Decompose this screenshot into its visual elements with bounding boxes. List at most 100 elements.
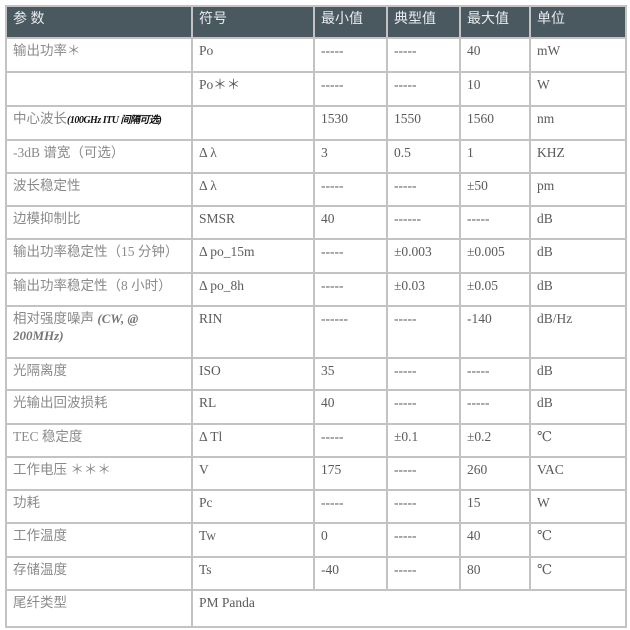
- cell-min: 40: [313, 205, 388, 240]
- cell-min: -----: [313, 37, 388, 73]
- cell-max: ±0.005: [459, 238, 531, 274]
- cell-max: 40: [459, 37, 531, 73]
- cell-symbol: V: [191, 456, 315, 491]
- cell-symbol: Po＊＊: [191, 71, 315, 107]
- cell-typ: -----: [386, 172, 461, 207]
- cell-unit: ℃: [529, 423, 627, 458]
- cell-typ: -----: [386, 522, 461, 558]
- cell-symbol: Δ po_15m: [191, 238, 315, 274]
- cell-symbol: Δ λ: [191, 172, 315, 207]
- cell-min: 40: [313, 389, 388, 425]
- table-row: 中心波长(100GHz ITU 间隔可选) 1530 1550 1560 nm: [5, 105, 627, 141]
- cell-unit: VAC: [529, 456, 627, 491]
- cell-typ: 0.5: [386, 139, 461, 174]
- cell-param: 输出功率稳定性（8 小时）: [5, 272, 193, 307]
- cell-symbol: ISO: [191, 357, 315, 391]
- cell-max: -----: [459, 357, 531, 391]
- cell-typ: -----: [386, 556, 461, 591]
- cell-param: 工作温度: [5, 522, 193, 558]
- cell-param: 波长稳定性: [5, 172, 193, 207]
- param-label: 波长稳定性: [13, 178, 81, 193]
- cell-unit: W: [529, 489, 627, 524]
- table-row: 波长稳定性 Δ λ ----- ----- ±50 pm: [5, 172, 627, 207]
- cell-param: TEC 稳定度: [5, 423, 193, 458]
- cell-unit: dB/Hz: [529, 305, 627, 359]
- cell-typ: -----: [386, 71, 461, 107]
- cell-max: -----: [459, 389, 531, 425]
- cell-param: -3dB 谱宽（可选）: [5, 139, 193, 174]
- table-row: 边模抑制比 SMSR 40 ------ ----- dB: [5, 205, 627, 240]
- cell-symbol: Tw: [191, 522, 315, 558]
- cell-typ: ±0.1: [386, 423, 461, 458]
- table-row: 光隔离度 ISO 35 ----- ----- dB: [5, 357, 627, 391]
- cell-typ: ±0.003: [386, 238, 461, 274]
- cell-param: 光隔离度: [5, 357, 193, 391]
- param-label: 存储温度: [13, 562, 67, 577]
- cell-symbol: RIN: [191, 305, 315, 359]
- cell-symbol: Δ po_8h: [191, 272, 315, 307]
- table-row: 功耗 Pc ----- ----- 15 W: [5, 489, 627, 524]
- param-label: 输出功率稳定性（8 小时）: [13, 278, 172, 293]
- cell-param: 输出功率＊: [5, 37, 193, 73]
- table-row: -3dB 谱宽（可选） Δ λ 3 0.5 1 KHZ: [5, 139, 627, 174]
- cell-max: ±0.2: [459, 423, 531, 458]
- cell-typ: -----: [386, 456, 461, 491]
- cell-param: 相对强度噪声 (CW, @ 200MHz): [5, 305, 193, 359]
- cell-min: -----: [313, 238, 388, 274]
- table-row: 输出功率＊ Po ----- ----- 40 mW: [5, 37, 627, 73]
- param-label: -3dB 谱宽（可选）: [13, 145, 125, 160]
- cell-symbol: Ts: [191, 556, 315, 591]
- cell-symbol: Δ λ: [191, 139, 315, 174]
- cell-symbol: SMSR: [191, 205, 315, 240]
- cell-max: -140: [459, 305, 531, 359]
- param-label: 中心波长: [13, 111, 67, 126]
- param-note: (CW, @ 200MHz): [13, 311, 139, 343]
- cell-typ: -----: [386, 305, 461, 359]
- table-row: 光输出回波损耗 RL 40 ----- ----- dB: [5, 389, 627, 425]
- param-label: 输出功率稳定性（15 分钟）: [13, 244, 179, 259]
- cell-unit: ℃: [529, 522, 627, 558]
- cell-unit: nm: [529, 105, 627, 141]
- table-row: 工作温度 Tw 0 ----- 40 ℃: [5, 522, 627, 558]
- cell-param: 输出功率稳定性（15 分钟）: [5, 238, 193, 274]
- cell-fiber-value: PM Panda: [191, 589, 627, 628]
- fiber-type-row: 尾纤类型 PM Panda: [5, 589, 627, 628]
- cell-unit: W: [529, 71, 627, 107]
- cell-unit: dB: [529, 389, 627, 425]
- cell-param: 尾纤类型: [5, 589, 193, 628]
- param-label: 工作温度: [13, 528, 67, 543]
- cell-max: 260: [459, 456, 531, 491]
- cell-symbol: Pc: [191, 489, 315, 524]
- cell-typ: 1550: [386, 105, 461, 141]
- cell-max: 10: [459, 71, 531, 107]
- cell-max: ±0.05: [459, 272, 531, 307]
- cell-min: -40: [313, 556, 388, 591]
- cell-max: 15: [459, 489, 531, 524]
- cell-min: 3: [313, 139, 388, 174]
- param-label: 光隔离度: [13, 363, 67, 378]
- table-row: 相对强度噪声 (CW, @ 200MHz) RIN ------ ----- -140 d…: [5, 305, 627, 359]
- cell-param: 工作电压 ＊＊＊: [5, 456, 193, 491]
- cell-unit: mW: [529, 37, 627, 73]
- cell-typ: ------: [386, 205, 461, 240]
- cell-symbol: Po: [191, 37, 315, 73]
- cell-param: 光输出回波损耗: [5, 389, 193, 425]
- table-row: Po＊＊ ----- ----- 10 W: [5, 71, 627, 107]
- header-row: 参 数 符号 最小值 典型值 最大值 单位: [5, 5, 627, 39]
- table-row: 存储温度 Ts -40 ----- 80 ℃: [5, 556, 627, 591]
- param-label: TEC 稳定度: [13, 429, 83, 444]
- cell-unit: dB: [529, 272, 627, 307]
- cell-typ: ±0.03: [386, 272, 461, 307]
- cell-min: -----: [313, 272, 388, 307]
- cell-typ: -----: [386, 489, 461, 524]
- cell-min: 35: [313, 357, 388, 391]
- table-row: 工作电压 ＊＊＊ V 175 ----- 260 VAC: [5, 456, 627, 491]
- cell-typ: -----: [386, 389, 461, 425]
- cell-param: 存储温度: [5, 556, 193, 591]
- header-unit: 单位: [529, 5, 627, 39]
- param-label: 工作电压 ＊＊＊: [13, 462, 111, 477]
- cell-min: ------: [313, 305, 388, 359]
- cell-param: [5, 71, 193, 107]
- cell-symbol: [191, 105, 315, 141]
- cell-min: -----: [313, 423, 388, 458]
